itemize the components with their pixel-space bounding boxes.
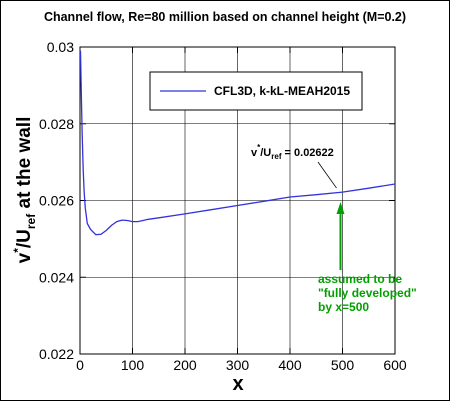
value-label-rest: = 0.02622 [281,147,333,159]
note-line-1: assumed to be [318,272,402,286]
value-label-sub: ref [271,152,282,161]
y-label-sub: ref [24,213,38,229]
y-label-rest: at the wall [14,117,35,214]
y-label-main: v [14,252,35,263]
x-tick-label: 100 [121,357,145,373]
y-tick-label: 0.024 [39,269,74,285]
leader-line [317,161,337,189]
y-tick-label: 0.022 [39,346,74,362]
x-tick-label: 600 [383,357,407,373]
value-label-sup: * [257,143,261,152]
value-annotation-text: v*/Uref = 0.02622 [251,143,334,161]
x-tick-label: 400 [278,357,302,373]
series-group [79,50,396,236]
y-tick-label: 0.03 [47,39,74,55]
y-tick-label: 0.026 [39,193,74,209]
y-axis-label: v*/Uref at the wall [11,117,38,264]
x-tick-label: 200 [173,357,197,373]
x-tick-label: 0 [76,357,84,373]
tick-labels: 0 100 200 300 400 500 600 0.022 0.024 0.026 0.028 0… [39,39,407,373]
series-line [79,50,396,236]
fully-developed-note: assumed to be "fully developed" by x=500 [318,202,417,314]
axis-ticks [79,46,396,355]
x-axis-label: x [232,373,243,395]
note-line-3: by x=500 [318,300,369,314]
value-annotation: v*/Uref = 0.02622 [251,143,337,189]
chart-title: Channel flow, Re=80 million based on cha… [44,10,406,24]
note-line-2: "fully developed" [318,286,417,300]
legend: CFL3D, k-kL-MEAH2015 [149,71,363,111]
green-arrow-head [336,202,345,215]
y-label-sup: * [11,248,25,253]
value-label-mid: /U [260,147,271,159]
y-tick-label: 0.028 [39,116,74,132]
value-label-main: v [251,147,258,159]
x-tick-label: 500 [331,357,355,373]
legend-label: CFL3D, k-kL-MEAH2015 [214,84,350,98]
y-label-mid: /U [14,229,35,248]
x-tick-label: 300 [226,357,250,373]
